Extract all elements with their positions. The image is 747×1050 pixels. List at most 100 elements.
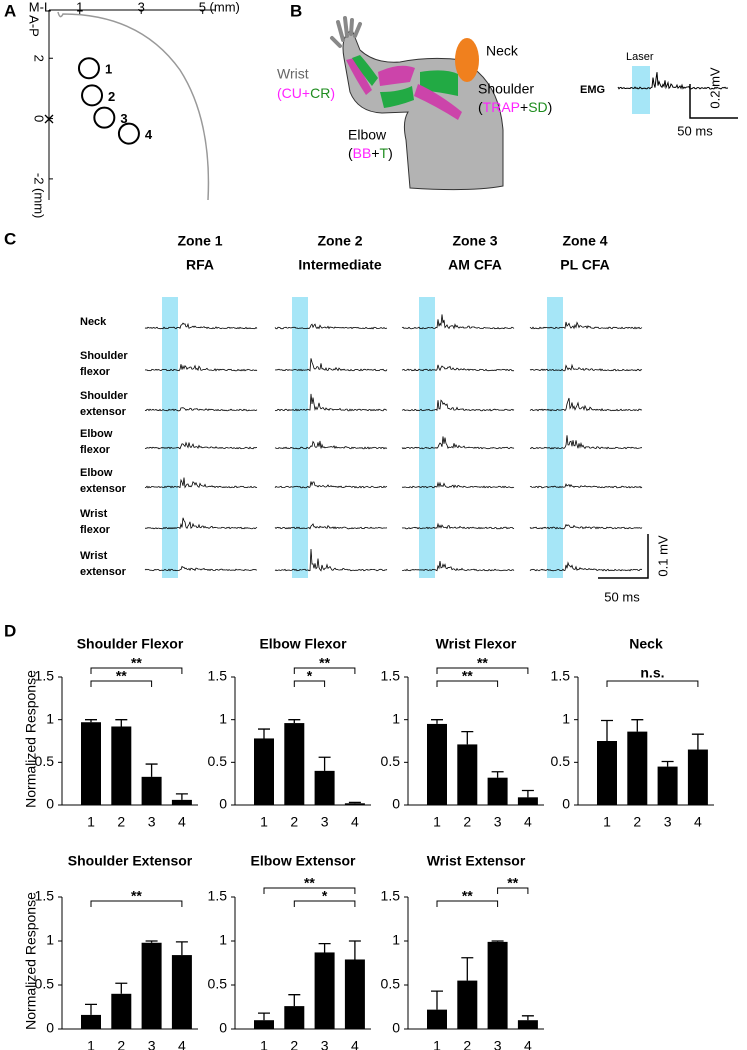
bar xyxy=(141,942,162,1029)
muscle-name: ( xyxy=(348,145,353,161)
bar xyxy=(171,799,192,805)
significance-bracket xyxy=(90,680,153,687)
bar xyxy=(487,941,508,1029)
x-tick-label: 1 xyxy=(260,1038,268,1050)
emg-trace xyxy=(144,517,258,530)
y-tick-label: 0 xyxy=(46,1020,54,1036)
error-bar xyxy=(318,942,331,953)
bar xyxy=(254,1020,274,1029)
x-tick-label: 1 xyxy=(433,1038,441,1050)
error-bar xyxy=(85,719,97,723)
emg-trace xyxy=(529,561,643,572)
x-tick-label: 4 xyxy=(351,814,359,830)
error-bar xyxy=(258,728,270,739)
body-illustration xyxy=(330,16,504,191)
x-tick-label: 1 xyxy=(76,0,83,14)
label-emg: EMG xyxy=(580,84,605,96)
muscle-name: ) xyxy=(548,99,553,115)
row-label: Wrist xyxy=(80,550,108,562)
error-bar xyxy=(348,940,361,960)
y-tick-label: 0 xyxy=(46,796,54,812)
emg-trace xyxy=(529,397,643,412)
error-bar xyxy=(431,719,443,724)
label-neck: Neck xyxy=(486,43,519,59)
emg-trace xyxy=(144,407,258,412)
x-tick-label: 5 (mm) xyxy=(199,0,240,14)
significance-bracket xyxy=(293,900,356,907)
y-axis-label: A-P xyxy=(27,15,42,37)
panel-label: D xyxy=(4,621,16,640)
y-tick-label: 0 xyxy=(392,1020,400,1036)
zone-name: Zone 1 xyxy=(177,233,222,249)
y-tick-label: 2 xyxy=(32,55,47,62)
x-tick-label: 2 xyxy=(290,1038,298,1050)
bar xyxy=(284,723,305,805)
error-bar xyxy=(318,756,331,771)
error-bar xyxy=(348,801,361,804)
x-tick-label: 3 xyxy=(664,814,672,830)
significance-label: ** xyxy=(116,668,127,684)
bar xyxy=(627,731,648,805)
row-label: flexor xyxy=(80,366,111,378)
muscle-name: + xyxy=(302,85,310,101)
x-tick-label: 2 xyxy=(117,814,125,830)
emg-trace xyxy=(144,477,258,489)
emg-trace xyxy=(274,523,388,530)
emg-trace xyxy=(401,436,515,450)
bar xyxy=(81,722,101,805)
error-bar xyxy=(521,1015,534,1021)
significance-bracket xyxy=(436,900,499,907)
y-tick-label: 1.5 xyxy=(35,888,55,904)
label-wrist-muscles: (CU+CR) xyxy=(277,85,335,101)
emg-trace xyxy=(401,399,515,412)
row-label: Elbow xyxy=(80,428,113,440)
bar xyxy=(344,803,365,805)
significance-bracket xyxy=(293,680,326,687)
muscle-name: T xyxy=(380,145,389,161)
y-tick-label: 1 xyxy=(219,710,227,726)
error-bar xyxy=(691,733,704,750)
error-bar xyxy=(491,771,504,778)
label-elbow: Elbow xyxy=(348,127,387,143)
y-tick-label: 0.5 xyxy=(381,976,401,992)
zone-name: Zone 4 xyxy=(562,233,607,249)
bar xyxy=(111,993,132,1029)
bar xyxy=(344,959,365,1029)
bar xyxy=(314,952,335,1029)
y-tick-label: -2 (mm) xyxy=(32,173,47,219)
y-tick-label: 0.5 xyxy=(208,753,228,769)
muscle-name: TRAP xyxy=(483,99,520,115)
y-tick-label: 0 xyxy=(392,796,400,812)
scale-bar xyxy=(598,534,649,579)
muscle-name: + xyxy=(371,145,379,161)
muscle-name: ( xyxy=(478,99,483,115)
y-tick-label: 1 xyxy=(46,710,54,726)
x-tick-label: 4 xyxy=(178,1038,186,1050)
y-tick-label: 1 xyxy=(392,710,400,726)
bar xyxy=(314,770,335,805)
site xyxy=(81,84,104,107)
bar xyxy=(487,777,508,805)
site-label: 4 xyxy=(145,127,153,142)
laser-window xyxy=(632,66,650,114)
error-bar xyxy=(491,940,504,942)
x-tick-label: 3 xyxy=(494,1038,502,1050)
row-label: extensor xyxy=(80,566,127,578)
chart-title: Neck xyxy=(629,636,663,652)
y-tick-label: 0.5 xyxy=(208,976,228,992)
chart-title: Elbow Flexor xyxy=(259,636,347,652)
error-bar xyxy=(258,1012,270,1021)
significance-bracket xyxy=(436,667,529,674)
site xyxy=(77,57,100,80)
row-label: extensor xyxy=(80,483,127,495)
laser-window xyxy=(162,297,178,578)
muscle-name: ) xyxy=(330,85,335,101)
emg-trace xyxy=(401,561,515,572)
y-tick-label: 1.5 xyxy=(551,668,571,684)
y-tick-label: 1.5 xyxy=(208,668,228,684)
chart-title: Elbow Extensor xyxy=(250,853,356,869)
error-bar xyxy=(85,1003,97,1015)
significance-label: * xyxy=(307,668,313,684)
zone-area: Intermediate xyxy=(298,257,381,273)
